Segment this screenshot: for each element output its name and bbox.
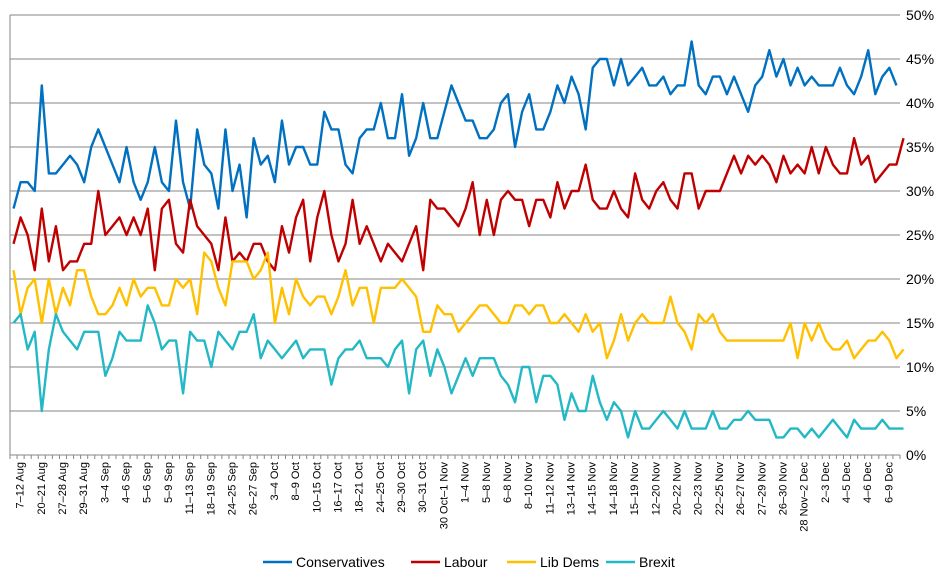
x-tick-label: 27–29 Nov xyxy=(756,462,768,516)
x-tick-label: 15–19 Nov xyxy=(629,462,641,516)
x-tick-label: 24–25 Sep xyxy=(227,462,239,515)
x-tick-label: 30–31 Oct xyxy=(417,462,429,513)
x-tick-label: 11–12 Nov xyxy=(544,462,556,515)
x-tick-label: 5–9 Sep xyxy=(163,462,175,503)
x-tick-label: 14–18 Nov xyxy=(608,462,620,516)
x-tick-label: 20–21 Aug xyxy=(36,462,48,515)
x-tick-label: 20–23 Nov xyxy=(693,462,705,516)
x-tick-label: 6–9 Dec xyxy=(883,462,895,503)
x-tick-label: 30 Oct–1 Nov xyxy=(438,462,450,530)
x-tick-label: 5–6 Sep xyxy=(142,462,154,503)
x-tick-label: 12–20 Nov xyxy=(650,462,662,516)
x-tick-label: 6–8 Nov xyxy=(502,462,514,503)
y-tick-label: 25% xyxy=(906,227,934,243)
x-tick-label: 8–10 Nov xyxy=(523,462,535,510)
legend-label: Lib Dems xyxy=(540,554,599,570)
x-tick-label: 22–25 Nov xyxy=(714,462,726,516)
x-tick-label: 7–12 Aug xyxy=(15,462,27,509)
y-tick-label: 20% xyxy=(906,271,934,287)
y-tick-label: 30% xyxy=(906,183,934,199)
x-tick-label: 1–4 Nov xyxy=(460,462,472,503)
x-tick-label: 26–27 Sep xyxy=(248,462,260,515)
y-tick-label: 50% xyxy=(906,7,934,23)
x-tick-label: 10–15 Oct xyxy=(311,462,323,513)
series-line-labour xyxy=(12,136,905,272)
x-tick-label: 5–8 Nov xyxy=(481,462,493,503)
y-tick-label: 45% xyxy=(906,51,934,67)
x-tick-label: 26–30 Nov xyxy=(777,462,789,516)
x-tick-label: 3–4 Sep xyxy=(99,462,111,503)
y-axis-labels: 0% 5% 10% 15% 20% 25% 30% 35% 40% 45% 50% xyxy=(906,7,934,463)
x-tick-label: 2–3 Dec xyxy=(820,462,832,503)
series-line-brexit xyxy=(12,304,904,439)
x-tick-label: 24–25 Oct xyxy=(375,462,387,513)
legend-label: Conservatives xyxy=(296,554,385,570)
series-line-conservatives xyxy=(12,40,898,219)
y-tick-label: 10% xyxy=(906,359,934,375)
y-tick-label: 35% xyxy=(906,139,934,155)
x-tick-label: 4–6 Dec xyxy=(862,462,874,503)
x-tick-label: 4–6 Sep xyxy=(121,462,133,503)
x-tick-label: 3–4 Oct xyxy=(269,462,281,501)
x-axis-labels: 7–12 Aug 20–21 Aug 27–28 Aug 29–31 Aug 3–4 S… xyxy=(15,462,896,532)
x-tick-label: 16–17 Oct xyxy=(332,462,344,513)
legend-label: Brexit xyxy=(639,554,675,570)
x-tick-label: 28 Nov–2 Dec xyxy=(799,462,811,532)
x-tick-label: 13–14 Nov xyxy=(566,462,578,516)
series-lines xyxy=(12,40,905,439)
x-tick-label: 4–5 Dec xyxy=(841,462,853,503)
x-tick-label: 18–21 Oct xyxy=(354,462,366,513)
x-tick-label: 20–22 Nov xyxy=(672,462,684,516)
x-tick-label: 8–9 Oct xyxy=(290,462,302,501)
y-tick-label: 5% xyxy=(906,403,926,419)
series-line-lib-dems xyxy=(12,251,905,360)
x-tick-label: 27–28 Aug xyxy=(57,462,69,515)
y-tick-label: 15% xyxy=(906,315,934,331)
y-tick-label: 0% xyxy=(906,447,926,463)
x-tick-label: 11–13 Sep xyxy=(184,462,196,514)
x-tick-label: 18–19 Sep xyxy=(205,462,217,515)
x-tick-label: 29–30 Oct xyxy=(396,462,408,513)
x-axis xyxy=(9,15,901,459)
x-tick-label: 14–15 Nov xyxy=(587,462,599,516)
legend-label: Labour xyxy=(444,554,488,570)
y-tick-label: 40% xyxy=(906,95,934,111)
gridlines xyxy=(10,14,900,412)
legend: Conservatives Labour Lib Dems Brexit xyxy=(263,554,675,570)
x-tick-label: 26–27 Nov xyxy=(735,462,747,516)
x-tick-label: 29–31 Aug xyxy=(78,462,90,515)
